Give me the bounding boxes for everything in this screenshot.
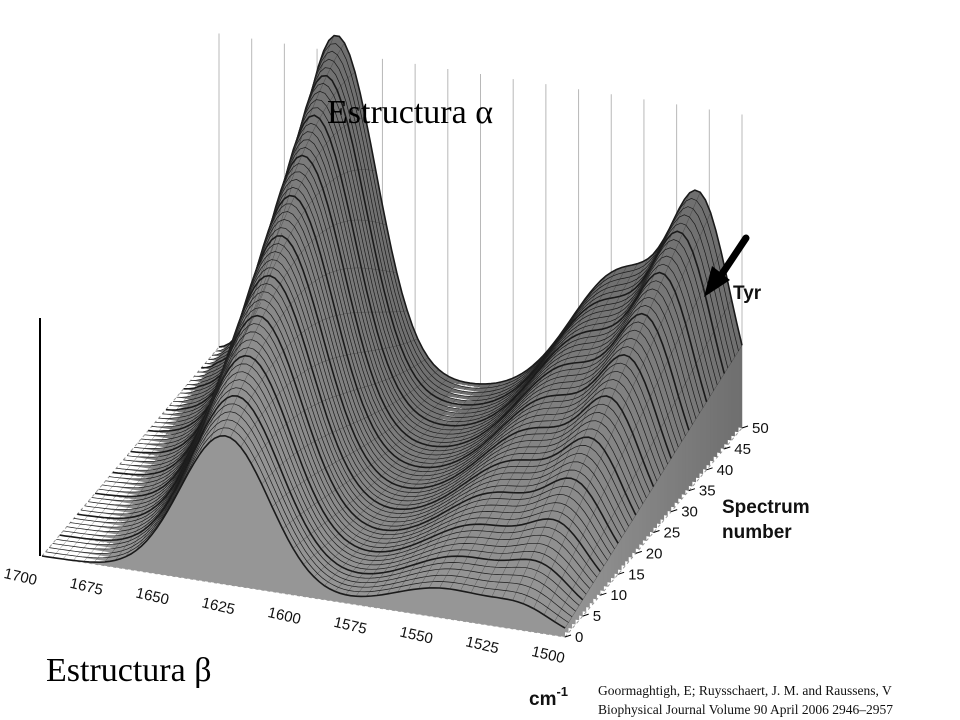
mesh-line xyxy=(543,251,722,615)
x-axis-ticks: 1700 1675 1650 1625 1600 1575 1550 1525 1500 xyxy=(2,565,566,667)
mesh-line xyxy=(387,328,565,594)
mesh-line xyxy=(209,219,387,443)
y-tick-label: 50 xyxy=(752,420,769,437)
y-axis-title-line2: number xyxy=(722,522,792,543)
mesh-line xyxy=(271,376,450,507)
citation-line-2: Biophysical Journal Volume 90 April 2006… xyxy=(598,702,893,717)
y-tick-label: 5 xyxy=(593,608,601,625)
citation: Goormaghtigh, E; Ruysschaert, J. M. and … xyxy=(598,681,893,719)
x-tick-label: 1625 xyxy=(200,594,236,618)
mesh-line xyxy=(167,42,345,512)
mesh-line xyxy=(428,275,607,588)
mesh-line xyxy=(219,267,397,437)
tyr-label: Tyr xyxy=(733,283,762,304)
y-tick-label: 40 xyxy=(717,462,734,479)
mesh-line xyxy=(449,266,628,590)
mesh-line xyxy=(251,357,429,464)
x-tick-label: 1675 xyxy=(68,575,104,599)
mesh-line xyxy=(481,247,659,596)
beta-structure-label: Estructura β xyxy=(46,652,212,689)
mesh-line xyxy=(334,378,513,592)
spectrum-fill xyxy=(59,395,583,617)
spectrum-fill xyxy=(52,411,576,625)
mesh-line xyxy=(135,85,314,551)
mesh-line xyxy=(564,345,743,629)
mesh-line xyxy=(523,192,701,604)
x-tick-label: 1525 xyxy=(464,633,500,657)
floor-grid-line xyxy=(564,427,743,638)
spectrum-fill xyxy=(42,435,565,637)
x-tick-label: 1700 xyxy=(2,565,38,589)
mesh-line xyxy=(146,50,324,541)
mesh-line xyxy=(115,184,293,561)
spectrum-fill xyxy=(49,419,573,629)
y-tick-mark xyxy=(635,550,642,554)
mesh-line xyxy=(62,334,241,560)
mesh-line xyxy=(345,373,523,595)
mesh-line xyxy=(366,355,544,597)
x-tick-label: 1550 xyxy=(398,624,434,648)
x-tick-label: 1500 xyxy=(530,643,566,667)
y-tick-mark xyxy=(741,425,749,429)
spectra-surface xyxy=(41,34,743,637)
mesh-line xyxy=(230,310,408,438)
y-tick-label: 20 xyxy=(646,545,663,562)
mesh-line xyxy=(554,299,732,622)
y-tick-mark xyxy=(706,467,713,471)
mesh-line xyxy=(418,285,596,589)
mesh-line xyxy=(491,229,669,597)
y-tick-mark xyxy=(600,592,607,596)
mesh-line xyxy=(313,383,492,578)
tyr-arrow-icon xyxy=(704,234,750,297)
y-tick-mark xyxy=(617,571,625,575)
mesh-line xyxy=(240,338,418,448)
mesh-line xyxy=(397,313,575,593)
mesh-line xyxy=(502,208,680,599)
y-tick-mark xyxy=(564,634,572,638)
y-tick-mark xyxy=(688,488,696,492)
mesh-line xyxy=(512,192,690,601)
mesh-line xyxy=(460,263,638,591)
x-tick-label: 1600 xyxy=(266,604,302,628)
y-axis-title-line1: Spectrum xyxy=(722,497,810,518)
y-tick-label: 10 xyxy=(610,587,627,604)
spectrum-fill xyxy=(56,403,580,621)
mesh-line xyxy=(198,169,376,456)
mesh-line xyxy=(439,269,617,589)
mesh-line xyxy=(104,232,282,563)
mesh-line xyxy=(303,383,481,565)
mesh-line xyxy=(407,298,586,591)
citation-line-1: Goormaghtigh, E; Ruysschaert, J. M. and … xyxy=(598,683,892,698)
x-tick-label: 1650 xyxy=(134,585,170,609)
y-tick-label: 30 xyxy=(681,504,698,521)
y-tick-label: 15 xyxy=(628,566,645,583)
mesh-line xyxy=(324,381,502,586)
alpha-structure-label: Estructura α xyxy=(327,94,494,131)
mesh-line xyxy=(376,343,554,596)
mesh-line xyxy=(177,71,356,493)
mesh-line xyxy=(73,322,251,561)
y-tick-label: 0 xyxy=(575,629,583,646)
x-axis-title: cm-1 xyxy=(529,684,568,710)
mesh-line xyxy=(292,382,471,549)
mesh-line xyxy=(533,212,711,609)
x-tick-label: 1575 xyxy=(332,614,368,638)
y-tick-label: 25 xyxy=(664,525,681,542)
y-tick-label: 35 xyxy=(699,483,716,500)
y-tick-mark xyxy=(724,446,731,450)
mesh-line xyxy=(94,272,272,563)
mesh-line xyxy=(261,369,439,485)
y-tick-label: 45 xyxy=(734,441,751,458)
mesh-line xyxy=(188,117,366,473)
y-tick-mark xyxy=(671,509,678,513)
mesh-line xyxy=(52,343,230,558)
floor-grid-line xyxy=(41,346,220,557)
y-tick-mark xyxy=(582,613,589,617)
y-tick-mark xyxy=(653,530,660,533)
mesh-line xyxy=(282,380,460,529)
mesh-line xyxy=(355,365,533,597)
mesh-line xyxy=(470,258,649,593)
